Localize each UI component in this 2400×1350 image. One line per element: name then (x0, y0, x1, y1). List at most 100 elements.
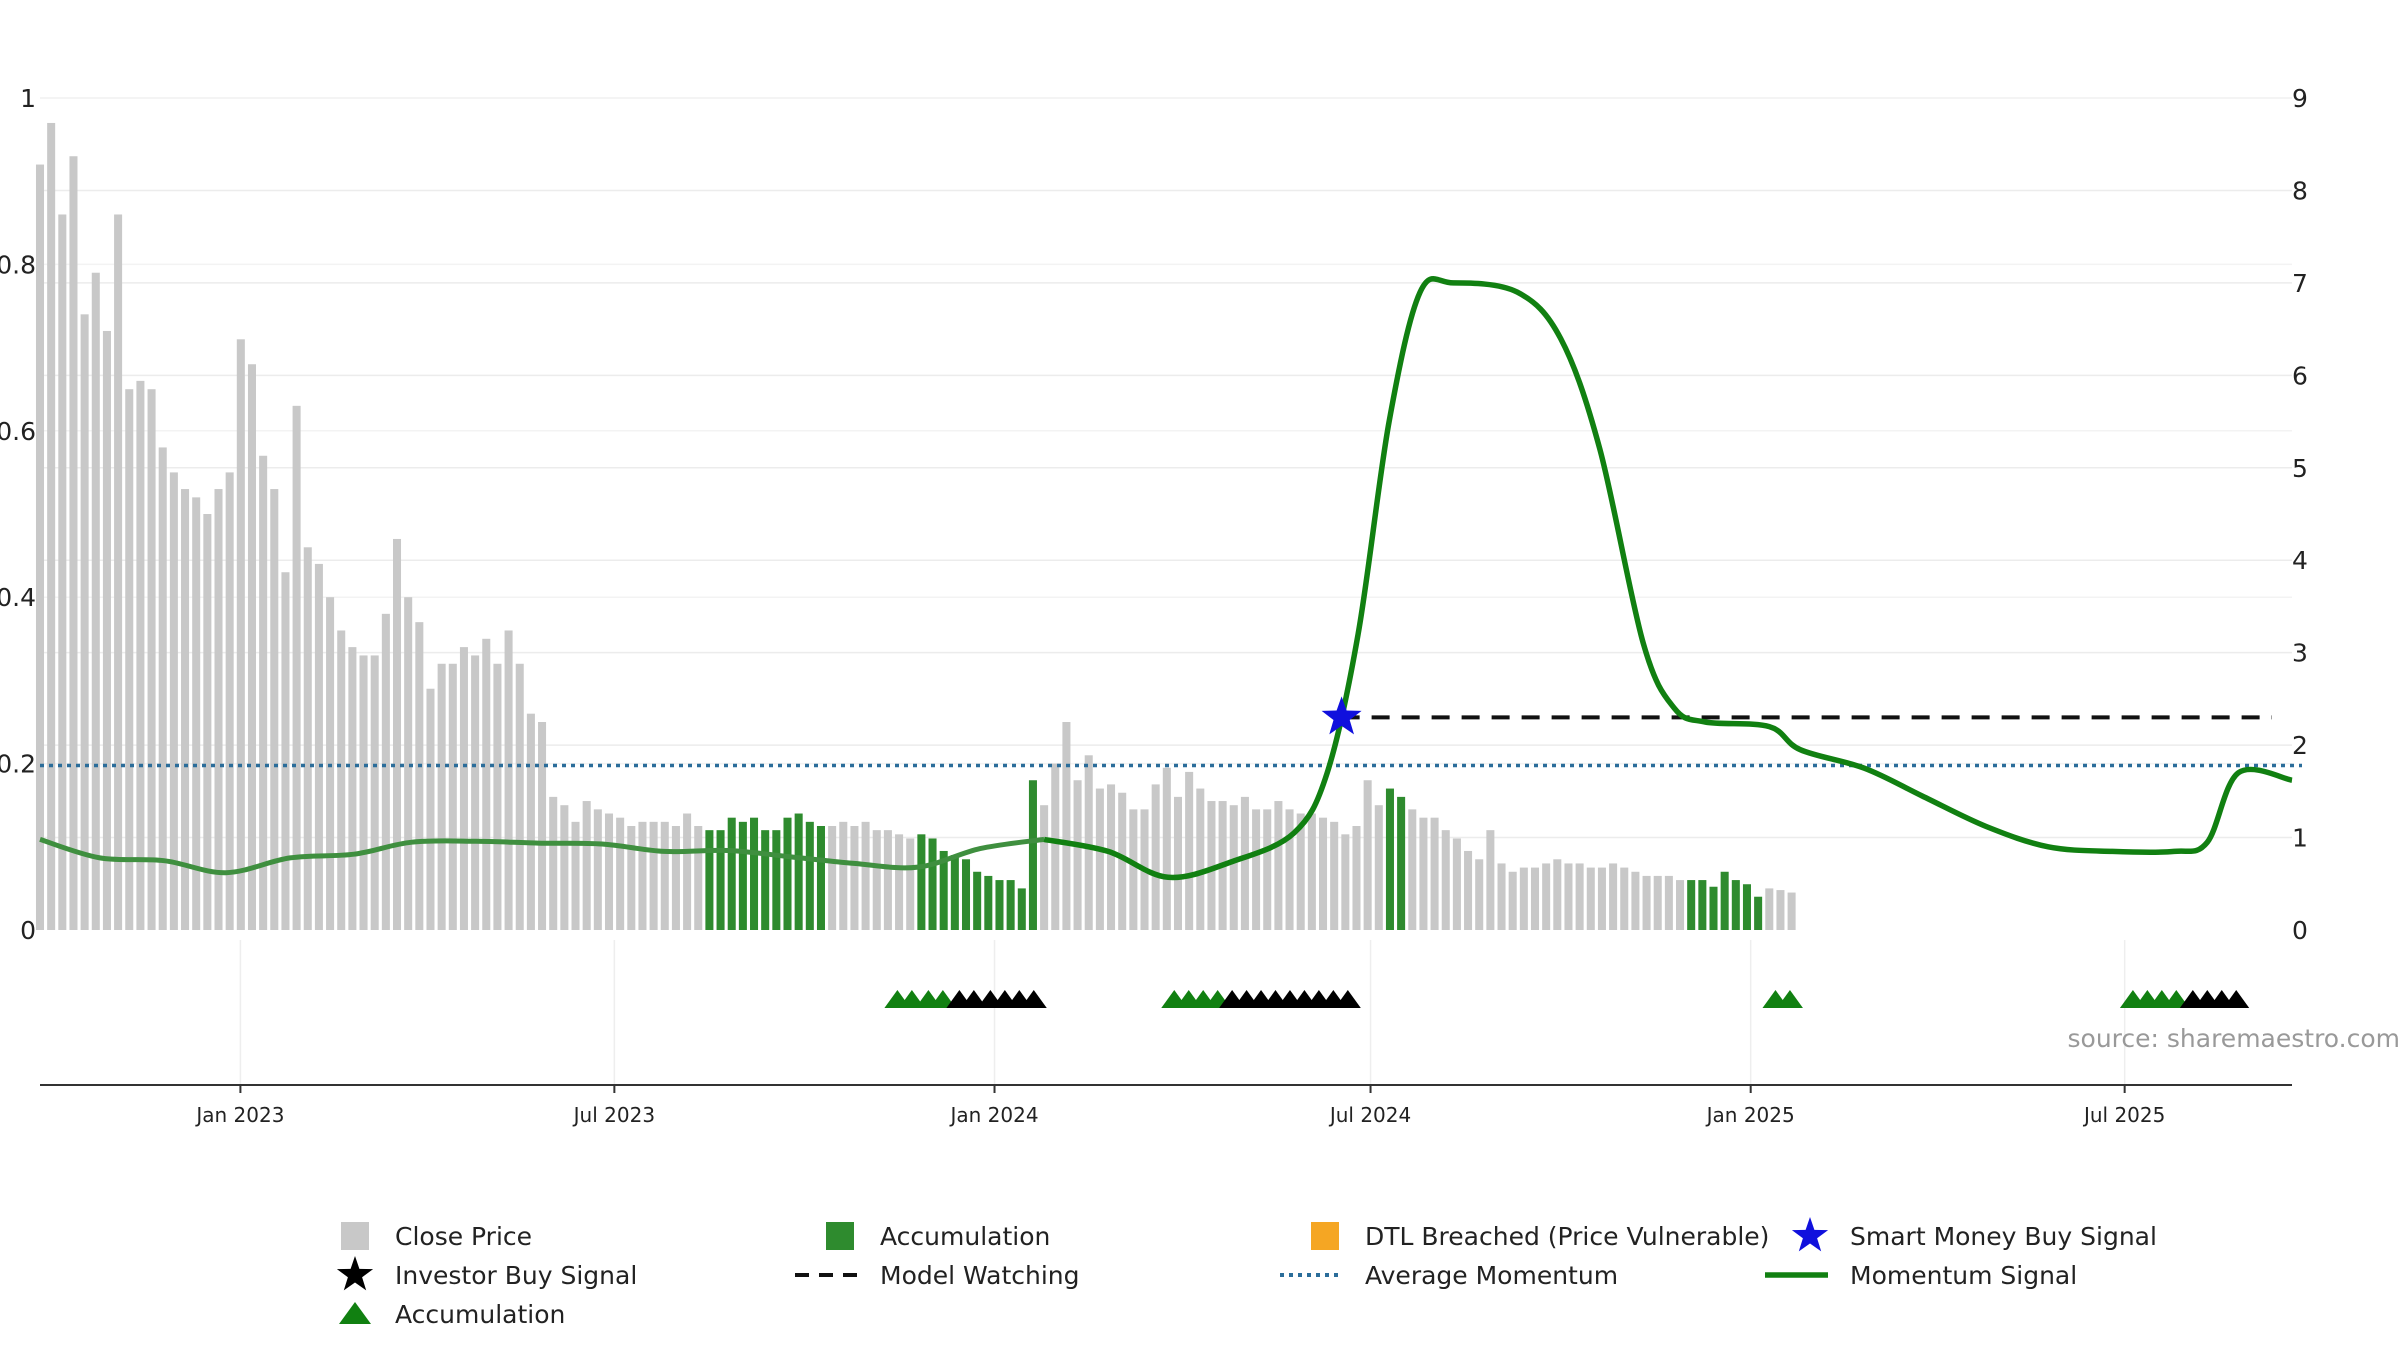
close-price-bar (593, 809, 602, 930)
close-price-bar (1676, 880, 1685, 930)
close-price-bar (1352, 826, 1361, 930)
legend-label: Investor Buy Signal (395, 1261, 637, 1290)
accumulation-bar (1017, 888, 1026, 930)
close-price-bar (638, 821, 647, 930)
close-price-bar (1475, 859, 1484, 930)
close-price-bar (1051, 763, 1060, 930)
close-price-bar (169, 472, 178, 930)
accumulation-bar (716, 830, 725, 930)
legend-swatch-square (1311, 1222, 1339, 1250)
y-right-tick-label: 3 (2292, 639, 2308, 668)
legend-label: Momentum Signal (1850, 1261, 2077, 1290)
close-price-bar (526, 713, 535, 930)
accumulation-marker (898, 990, 925, 1008)
close-price-bar (1664, 875, 1673, 930)
close-price-bar (1173, 796, 1182, 930)
accumulation-bar (917, 834, 926, 930)
legend-label: Accumulation (395, 1300, 565, 1329)
accumulation-bar (727, 817, 736, 930)
x-tick-label: Jul 2024 (1328, 1103, 1411, 1127)
close-price-bar (839, 821, 848, 930)
close-price-bar (225, 472, 234, 930)
accumulation-bar (1687, 880, 1696, 930)
accumulation-bar (973, 871, 982, 930)
accumulation-bar (805, 821, 814, 930)
close-price-bar (560, 805, 569, 930)
close-price-bar (247, 364, 256, 930)
close-price-bar (872, 830, 881, 930)
x-tick-label: Jan 2025 (1705, 1103, 1795, 1127)
close-price-bar (203, 514, 212, 930)
close-price-bar (683, 813, 692, 930)
close-price-bar (192, 497, 201, 930)
y-right-tick-label: 7 (2292, 269, 2308, 298)
legend-label: DTL Breached (Price Vulnerable) (1365, 1222, 1769, 1251)
close-price-bar (1341, 834, 1350, 930)
close-price-bar (426, 688, 435, 930)
close-price-bar (236, 339, 245, 930)
close-price-bar (1575, 863, 1584, 930)
y-right-tick-label: 4 (2292, 546, 2308, 575)
accumulation-bar (928, 838, 937, 930)
close-price-bar (259, 455, 268, 930)
close-price-bar (1095, 788, 1104, 930)
close-price-bar (1363, 780, 1372, 930)
y-right-tick-label: 2 (2292, 731, 2308, 760)
legend: Close Price Accumulation DTL Breached (Pri… (336, 1217, 2157, 1329)
momentum-line-early (39, 836, 1045, 876)
close-price-bar (35, 164, 45, 930)
close-price-bar (1274, 801, 1283, 930)
close-price-bar (1419, 817, 1428, 930)
close-price-bar (861, 821, 870, 930)
close-price-bar (459, 647, 468, 930)
close-price-bar (69, 156, 78, 931)
accumulation-marker (2163, 990, 2190, 1008)
accumulation-bar (950, 855, 959, 930)
accumulation-bar (1709, 886, 1718, 930)
accumulation-bar (1028, 780, 1037, 930)
close-price-bar (80, 314, 89, 930)
close-price-bar (1542, 863, 1551, 930)
accumulation-bar (794, 813, 803, 930)
signal-markers (884, 696, 2250, 1008)
close-price-bar (102, 330, 111, 931)
y-left-tick-label: 0.4 (0, 583, 36, 612)
legend-swatch-square (341, 1222, 369, 1250)
accumulation-bar (1731, 880, 1740, 930)
close-price-bar (58, 214, 67, 931)
close-price-bar (1530, 867, 1540, 930)
close-price-bar (1084, 755, 1093, 930)
close-price-bar (1553, 859, 1562, 930)
legend-swatch-star (336, 1256, 374, 1291)
legend-swatch-triangle (339, 1302, 371, 1324)
lines (39, 276, 2302, 881)
close-price-bar (649, 821, 658, 930)
close-price-bar (359, 655, 368, 930)
close-price-bar (114, 214, 123, 931)
y-right-tick-label: 6 (2292, 361, 2308, 390)
close-price-bar (895, 834, 904, 930)
close-price-bar (1452, 838, 1461, 930)
grid (40, 97, 2292, 1085)
close-price-bar (1073, 780, 1082, 930)
close-price-bar (1185, 771, 1194, 930)
close-price-bar (660, 821, 669, 930)
accumulation-bar (705, 830, 714, 930)
close-price-bar (1151, 784, 1160, 930)
close-price-bar (337, 630, 346, 930)
close-price-bar (1464, 850, 1473, 930)
close-price-bar (1330, 821, 1339, 930)
close-price-bar (158, 447, 167, 930)
close-price-bar (1597, 867, 1606, 930)
close-price-bar (549, 796, 558, 930)
close-price-bar (515, 663, 524, 930)
close-price-bar (136, 380, 145, 930)
y-right-tick-label: 5 (2292, 454, 2308, 483)
accumulation-bar (816, 826, 825, 930)
close-price-bar (627, 826, 636, 930)
close-price-bar (1586, 867, 1595, 930)
close-price-bar (1374, 805, 1383, 930)
close-price-bar (281, 572, 290, 930)
close-price-bar (1285, 809, 1294, 930)
